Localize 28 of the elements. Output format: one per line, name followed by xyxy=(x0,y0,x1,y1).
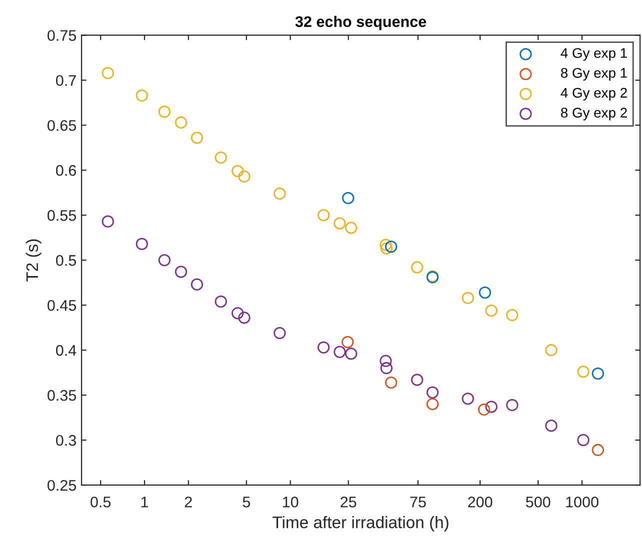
x-tick-label: 5 xyxy=(242,496,250,508)
y-axis-title: T2 (s) xyxy=(26,239,42,282)
y-tick-label: 0.55 xyxy=(48,210,76,221)
y-tick-label: 0.75 xyxy=(48,30,76,41)
x-tick-label: 2 xyxy=(184,496,192,508)
x-axis-title: Time after irradiation (h) xyxy=(272,516,448,532)
y-tick-label: 0.6 xyxy=(56,165,76,176)
x-tick-label: 25 xyxy=(340,496,356,508)
y-tick-label: 0.7 xyxy=(56,75,76,86)
y-tick-label: 0.3 xyxy=(56,434,76,446)
y-tick-label: 0.65 xyxy=(48,120,76,131)
x-tick-label: 10 xyxy=(283,496,298,508)
y-tick-label: 0.25 xyxy=(48,480,76,491)
x-tick-label: 75 xyxy=(410,496,426,508)
legend-label: 8 Gy exp 1 xyxy=(561,68,627,81)
x-tick-label: 0.5 xyxy=(90,496,111,508)
x-tick-label: 200 xyxy=(468,496,492,508)
x-tick-label: 1 xyxy=(141,496,148,508)
x-tick-label: 500 xyxy=(526,496,550,508)
legend-label: 8 Gy exp 2 xyxy=(561,108,627,120)
y-tick-label: 0.45 xyxy=(48,300,76,311)
y-tick-label: 0.35 xyxy=(48,390,76,401)
legend-label: 4 Gy exp 1 xyxy=(560,48,627,61)
legend-label: 4 Gy exp 2 xyxy=(560,88,627,100)
x-tick-label: 1000 xyxy=(566,496,598,508)
y-tick-label: 0.4 xyxy=(56,345,76,356)
y-tick-label: 0.5 xyxy=(56,255,76,266)
chart-title: 32 echo sequence xyxy=(295,16,426,30)
